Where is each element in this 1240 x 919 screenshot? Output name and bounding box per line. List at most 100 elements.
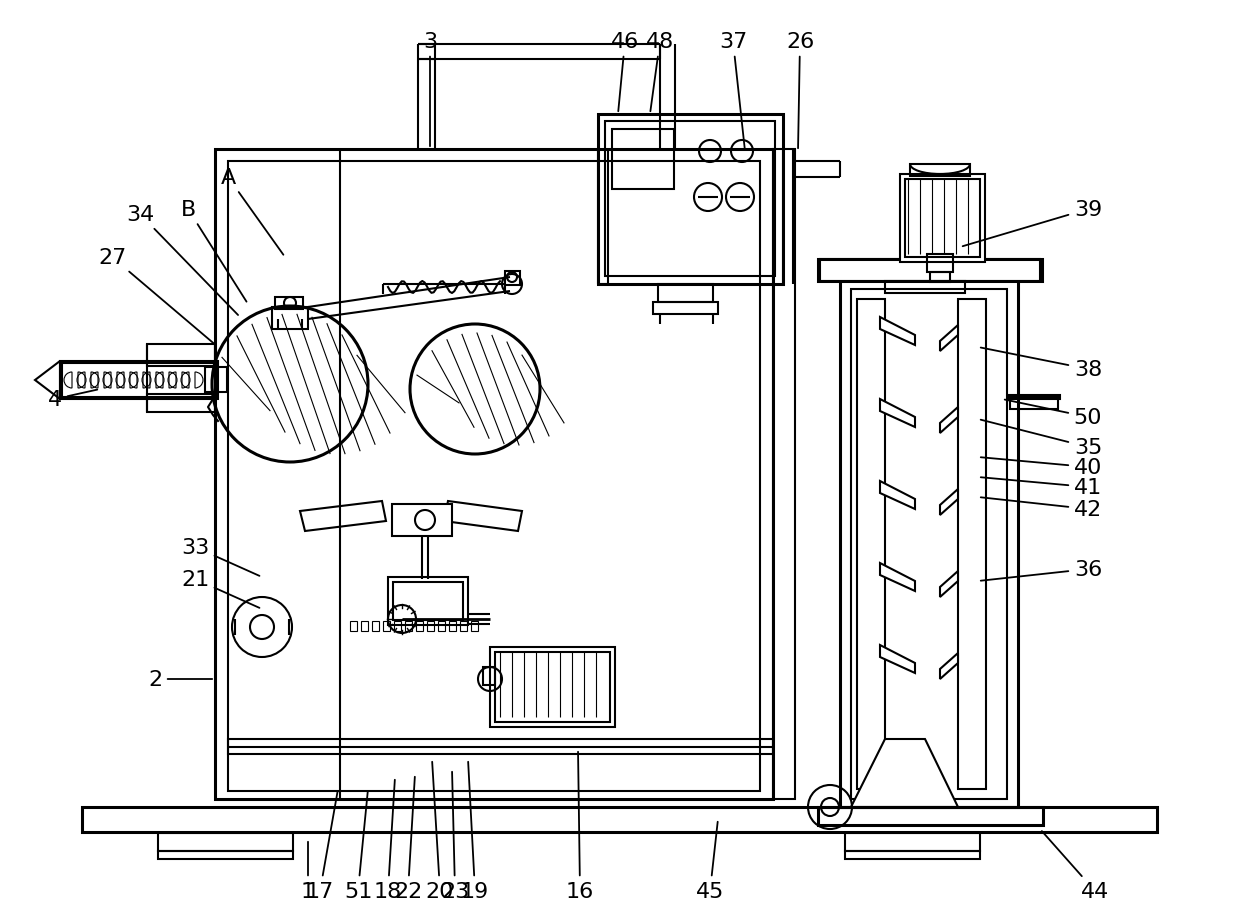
Text: 16: 16 [565,752,594,901]
Bar [372,621,379,631]
Text: 36: 36 [981,560,1102,581]
Polygon shape [880,645,915,674]
Text: 33: 33 [181,538,259,576]
Text: 40: 40 [981,458,1102,478]
Bar [215,150,773,800]
Bar [928,255,954,273]
Polygon shape [940,490,959,516]
Bar [275,298,303,310]
Bar [613,130,675,190]
Text: 17: 17 [306,792,337,901]
Text: 22: 22 [394,777,422,901]
Text: 48: 48 [646,32,675,112]
Bar [1008,395,1060,400]
Polygon shape [880,563,915,591]
Bar [490,647,615,727]
Bar [905,180,980,257]
Polygon shape [940,407,959,434]
Text: 50: 50 [1004,400,1102,427]
Bar [930,273,950,283]
Bar [427,621,434,631]
Text: 1: 1 [301,842,315,901]
Text: 20: 20 [425,762,454,901]
Text: 26: 26 [786,32,815,149]
Text: 46: 46 [611,32,639,112]
Bar [228,162,760,791]
Bar [205,368,227,392]
Bar [471,621,477,631]
Bar [388,577,467,625]
Text: 41: 41 [981,478,1102,497]
Bar [82,807,1157,832]
Bar [228,739,773,754]
Polygon shape [940,572,959,597]
Bar [844,851,980,859]
Text: 27: 27 [98,248,216,346]
Bar [959,300,986,789]
Text: 18: 18 [374,780,402,901]
Text: 2: 2 [148,669,212,689]
Bar [653,302,718,314]
Bar [415,621,423,631]
Bar [495,652,610,722]
Polygon shape [880,400,915,427]
Bar [851,289,1007,800]
Text: A: A [221,168,284,255]
Text: 39: 39 [962,199,1102,247]
Text: 3: 3 [423,32,436,147]
Text: 37: 37 [719,32,748,149]
Bar [1011,398,1058,410]
Bar [438,621,445,631]
Bar [392,505,453,537]
Bar [272,308,308,330]
Bar [405,621,412,631]
Text: 23: 23 [441,772,469,901]
Bar [383,621,391,631]
Bar [910,165,970,176]
Bar [460,621,467,631]
Text: B: B [180,199,247,302]
Text: 45: 45 [696,822,724,901]
Polygon shape [444,502,522,531]
Bar [157,834,293,851]
Bar [658,285,713,302]
Bar [820,260,1040,282]
Bar [148,345,215,367]
Bar [839,279,1018,807]
Bar [393,583,463,620]
Bar [900,175,985,263]
Text: 42: 42 [981,498,1102,519]
Bar [605,122,775,277]
Bar [773,150,795,800]
Bar [157,851,293,859]
Bar [505,272,520,286]
Bar [818,260,1042,282]
Polygon shape [940,653,959,679]
Polygon shape [880,482,915,509]
Bar [60,361,218,400]
Bar [361,621,368,631]
Bar [844,834,980,851]
Bar [818,807,1043,825]
Bar [350,621,357,631]
Bar [598,115,782,285]
Bar [62,364,216,398]
Bar [449,621,456,631]
Text: 19: 19 [461,762,489,901]
Bar [885,282,965,294]
Polygon shape [300,502,386,531]
Text: 38: 38 [981,348,1102,380]
Polygon shape [851,739,959,807]
Polygon shape [940,325,959,352]
Bar [148,394,215,413]
Text: 4: 4 [48,390,97,410]
Bar [857,300,885,789]
Text: 35: 35 [981,420,1102,458]
Bar [394,621,401,631]
Bar [484,667,495,686]
Text: 44: 44 [1042,831,1109,901]
Text: 21: 21 [181,570,259,608]
Text: 34: 34 [126,205,238,315]
Text: 51: 51 [343,792,372,901]
Polygon shape [880,318,915,346]
